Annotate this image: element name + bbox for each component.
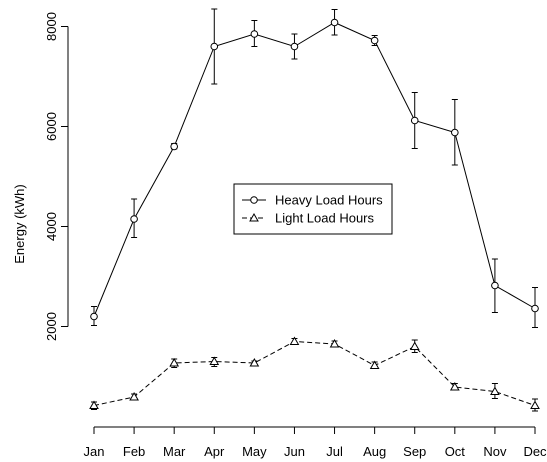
data-point xyxy=(290,42,299,51)
y-tick-label: 2000 xyxy=(44,312,59,341)
data-point xyxy=(250,30,259,38)
x-tick-label: Nov xyxy=(483,444,507,459)
data-point xyxy=(449,381,460,391)
data-point xyxy=(370,36,379,45)
data-point xyxy=(249,357,260,367)
data-point xyxy=(490,386,500,395)
x-tick-label: Oct xyxy=(445,444,466,459)
data-point xyxy=(169,357,180,367)
plot-area xyxy=(89,8,540,412)
legend: Heavy Load Hours Light Load Hours xyxy=(233,183,393,235)
data-point xyxy=(409,341,420,350)
y-axis-label: Energy (kWh) xyxy=(12,184,27,263)
data-point xyxy=(531,304,539,313)
x-axis: Jan Feb Mar Apr May Jun Jul Aug Sep Oct Nov Dec xyxy=(84,426,547,459)
data-point xyxy=(209,356,220,365)
series-line xyxy=(93,21,536,317)
x-tick-label: Aug xyxy=(363,444,386,459)
y-tick-label: 8000 xyxy=(44,12,59,41)
x-tick-label: Jun xyxy=(284,444,305,459)
data-point xyxy=(491,281,499,290)
legend-label: Heavy Load Hours xyxy=(275,193,383,208)
data-point xyxy=(90,312,98,321)
y-axis: 2000 4000 6000 8000 xyxy=(44,12,69,341)
x-tick-label: May xyxy=(242,444,267,459)
data-point xyxy=(289,336,300,345)
data-point xyxy=(330,18,339,27)
series-1 xyxy=(89,336,540,412)
legend-marker xyxy=(250,196,258,204)
data-point xyxy=(210,42,219,51)
x-tick-label: Feb xyxy=(123,444,145,459)
series-line xyxy=(93,340,536,406)
x-tick-label: Apr xyxy=(204,444,225,459)
x-tick-label: Dec xyxy=(523,444,547,459)
legend-box xyxy=(233,183,393,235)
y-tick-label: 6000 xyxy=(44,112,59,141)
legend-marker xyxy=(249,212,259,222)
data-point xyxy=(89,400,99,409)
x-tick-label: Sep xyxy=(403,444,426,459)
data-point xyxy=(129,391,139,401)
data-point xyxy=(530,400,540,409)
x-tick-label: Mar xyxy=(163,444,186,459)
data-point xyxy=(130,215,138,223)
y-tick-label: 4000 xyxy=(44,212,59,241)
data-point xyxy=(451,128,459,137)
legend-label: Light Load Hours xyxy=(275,211,375,226)
x-tick-label: Jul xyxy=(326,444,343,459)
data-point xyxy=(329,338,340,348)
data-point xyxy=(369,360,380,369)
data-point xyxy=(170,142,178,151)
series-0 xyxy=(90,8,539,328)
x-tick-label: Jan xyxy=(84,444,105,459)
data-point xyxy=(410,116,419,125)
